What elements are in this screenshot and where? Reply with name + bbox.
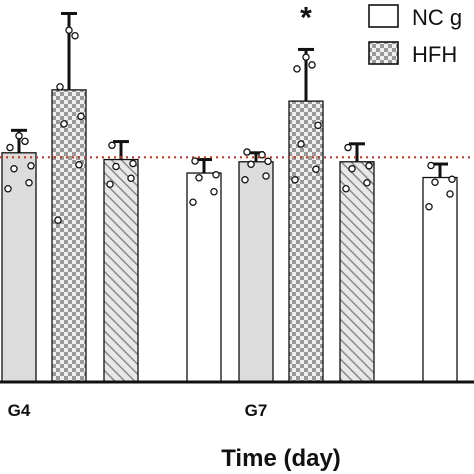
data-point bbox=[25, 179, 33, 187]
bar bbox=[422, 176, 458, 383]
data-point bbox=[56, 83, 64, 91]
data-point bbox=[302, 53, 310, 61]
plot-area: ** bbox=[0, 1, 474, 383]
data-point bbox=[112, 162, 120, 171]
data-point bbox=[293, 65, 301, 73]
legend-swatch-nc bbox=[368, 4, 399, 28]
data-point bbox=[446, 190, 454, 198]
data-point bbox=[258, 151, 266, 159]
data-point bbox=[210, 188, 218, 196]
data-point bbox=[77, 112, 85, 121]
data-point bbox=[342, 185, 350, 193]
tick-labels: G4 G7 bbox=[8, 401, 268, 420]
data-point bbox=[297, 140, 305, 148]
bar bbox=[339, 161, 375, 383]
data-point bbox=[431, 178, 439, 187]
data-point bbox=[106, 180, 114, 189]
data-point bbox=[448, 175, 456, 184]
data-point bbox=[425, 202, 433, 211]
data-point bbox=[348, 165, 356, 173]
bar bbox=[51, 89, 87, 383]
data-point bbox=[75, 161, 83, 169]
legend-label-nc: NC g bbox=[412, 5, 462, 30]
data-point bbox=[363, 179, 371, 187]
data-point bbox=[27, 162, 35, 170]
significance-star: * bbox=[300, 1, 312, 34]
data-point bbox=[4, 185, 12, 193]
data-point bbox=[344, 143, 352, 152]
data-point bbox=[129, 159, 137, 168]
data-point bbox=[262, 172, 270, 180]
legend-swatch-hfh bbox=[368, 41, 399, 65]
bar bbox=[288, 100, 324, 383]
data-point bbox=[212, 171, 220, 179]
data-point bbox=[54, 216, 62, 224]
data-point bbox=[243, 148, 251, 156]
legend-label-hfh: HFH bbox=[412, 42, 457, 67]
data-point bbox=[191, 157, 199, 165]
data-point bbox=[195, 174, 203, 182]
data-point bbox=[189, 198, 197, 206]
data-point bbox=[21, 137, 29, 146]
data-point bbox=[308, 61, 316, 69]
data-point bbox=[65, 26, 73, 34]
data-point bbox=[108, 141, 116, 150]
bar bbox=[186, 172, 222, 383]
data-point bbox=[291, 176, 299, 184]
data-point bbox=[241, 176, 249, 184]
data-point bbox=[365, 162, 373, 170]
x-tick-label: G7 bbox=[245, 401, 268, 420]
bar bbox=[103, 158, 139, 383]
bar bbox=[238, 161, 274, 383]
data-point bbox=[71, 31, 79, 40]
data-point bbox=[247, 160, 255, 169]
data-point bbox=[427, 161, 435, 170]
data-point bbox=[15, 132, 23, 140]
data-point bbox=[10, 165, 18, 173]
x-axis-label: Time (day) bbox=[221, 445, 341, 472]
legend: NC g HFH bbox=[368, 4, 462, 67]
data-point bbox=[314, 121, 322, 130]
data-point bbox=[264, 157, 272, 166]
x-tick-label: G4 bbox=[8, 401, 31, 420]
data-point bbox=[312, 165, 320, 174]
data-point bbox=[6, 143, 14, 152]
data-point bbox=[60, 120, 68, 128]
data-point bbox=[127, 174, 135, 183]
